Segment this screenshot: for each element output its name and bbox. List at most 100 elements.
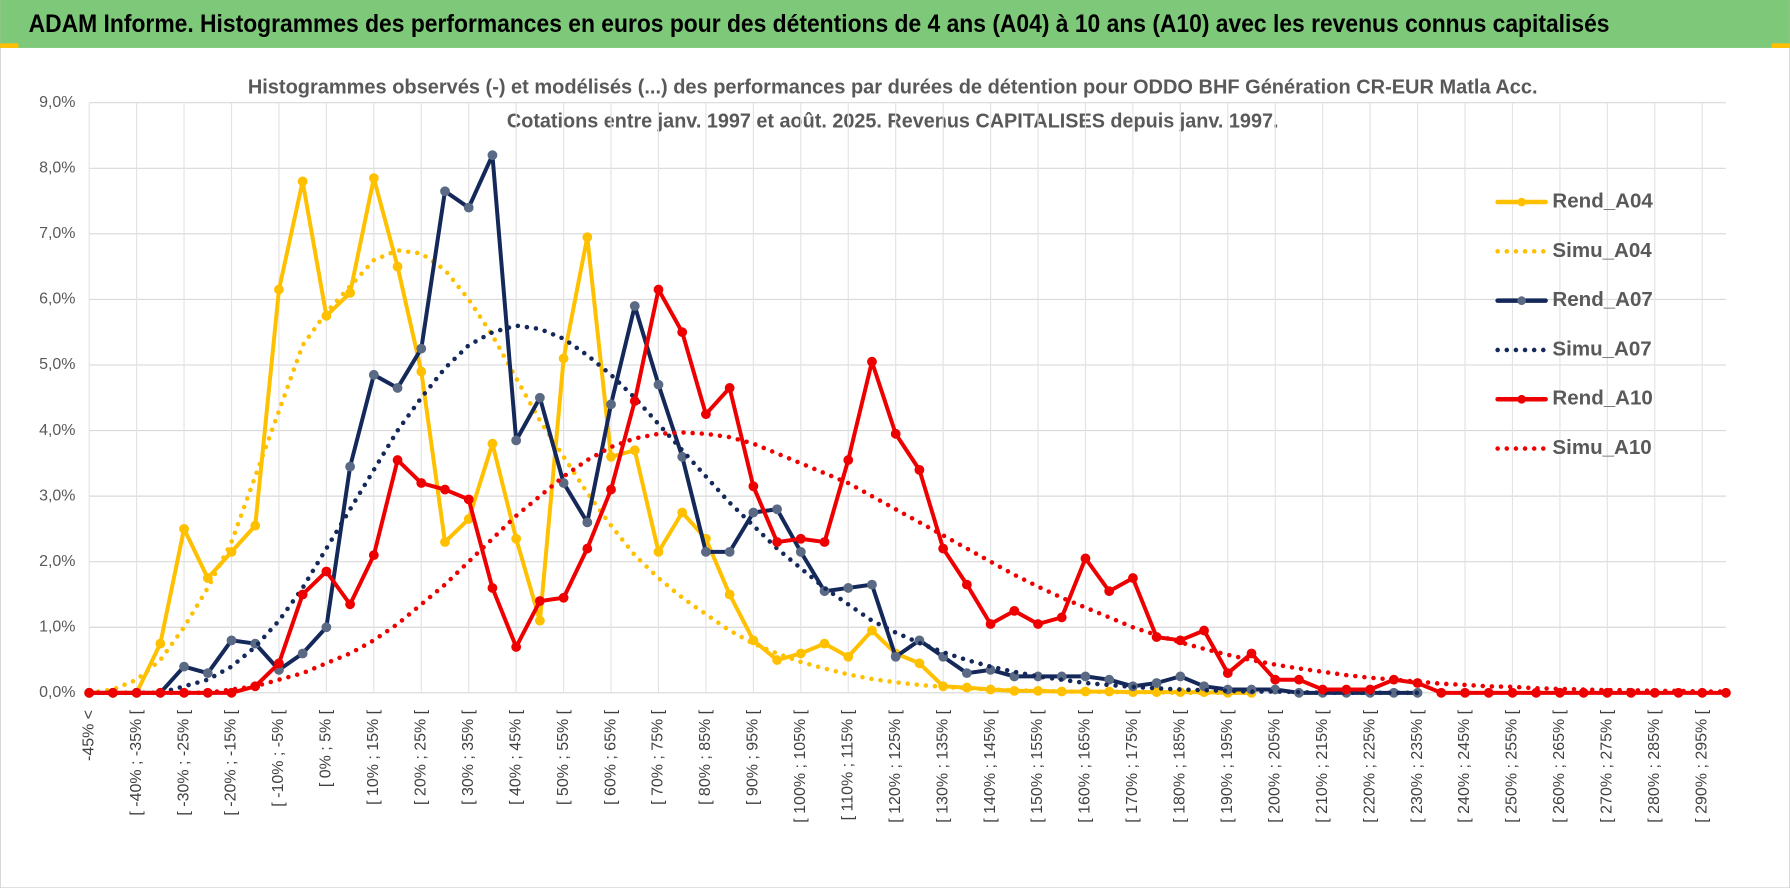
data-point bbox=[653, 379, 664, 390]
data-point bbox=[890, 428, 901, 439]
data-point bbox=[392, 383, 403, 393]
data-point bbox=[1009, 605, 1020, 616]
data-point bbox=[463, 202, 474, 213]
x-tick-label: [ 140% ; 145% [ bbox=[982, 709, 999, 822]
corner bbox=[1771, 43, 1790, 48]
data-point bbox=[368, 173, 379, 184]
data-point bbox=[795, 533, 806, 544]
data-point bbox=[1436, 687, 1447, 698]
legend-label: Rend_A07 bbox=[1552, 288, 1652, 311]
data-point bbox=[155, 638, 166, 649]
banner-title: ADAM Informe. Histogrammes des performan… bbox=[29, 10, 1610, 38]
data-point bbox=[345, 599, 356, 610]
data-point bbox=[416, 343, 427, 354]
x-tick-label: [ 230% ; 235% [ bbox=[1409, 709, 1426, 822]
y-tick-label: 4,0% bbox=[39, 422, 75, 439]
data-point bbox=[1199, 625, 1209, 636]
x-tick-label: [ 60% ; 65% [ bbox=[602, 709, 619, 805]
x-tick-label: [ 160% ; 165% [ bbox=[1077, 709, 1094, 822]
data-point bbox=[487, 150, 498, 161]
data-point bbox=[606, 451, 616, 462]
data-point bbox=[297, 589, 308, 600]
x-tick-label: [ 100% ; 105% [ bbox=[792, 709, 809, 822]
data-point bbox=[416, 478, 427, 488]
y-tick-label: 6,0% bbox=[39, 291, 75, 308]
x-tick-label: [ 120% ; 125% [ bbox=[887, 709, 904, 822]
data-point bbox=[202, 668, 213, 679]
legend-marker bbox=[1517, 296, 1526, 305]
data-point bbox=[653, 284, 664, 295]
data-point bbox=[1104, 674, 1115, 685]
data-point bbox=[1056, 612, 1067, 623]
data-point bbox=[274, 658, 284, 669]
x-tick-label: [ 110% ; 115% [ bbox=[839, 709, 856, 820]
legend-label: Rend_A10 bbox=[1552, 387, 1652, 410]
x-tick-label: [ 290% ; 295% [ bbox=[1693, 709, 1710, 822]
data-point bbox=[772, 655, 782, 665]
data-point bbox=[558, 592, 569, 603]
x-tick-label: [ 180% ; 185% [ bbox=[1172, 709, 1189, 822]
corner bbox=[0, 43, 19, 48]
legend-label: Simu_A07 bbox=[1552, 337, 1651, 360]
data-point bbox=[961, 668, 972, 679]
data-point bbox=[890, 651, 901, 662]
data-point bbox=[250, 520, 261, 531]
legend-marker bbox=[1517, 197, 1526, 207]
data-point bbox=[297, 648, 308, 659]
data-point bbox=[226, 635, 237, 646]
data-point bbox=[914, 658, 925, 669]
data-point bbox=[1246, 648, 1257, 659]
x-tick-label: [ 130% ; 135% [ bbox=[934, 709, 951, 822]
data-point bbox=[1033, 619, 1043, 629]
data-point bbox=[843, 583, 854, 593]
data-point bbox=[724, 589, 735, 600]
data-point bbox=[606, 484, 616, 495]
x-tick-label: -45% < bbox=[80, 710, 97, 761]
data-point bbox=[677, 451, 688, 462]
y-tick-label: 3,0% bbox=[39, 487, 75, 504]
data-point bbox=[582, 517, 593, 528]
plot bbox=[84, 150, 1731, 698]
data-point bbox=[534, 392, 545, 403]
data-point bbox=[1460, 687, 1470, 698]
x-tick-label: [ 70% ; 75% [ bbox=[650, 709, 667, 805]
series-line bbox=[86, 430, 1729, 696]
data-point bbox=[179, 661, 189, 672]
data-point bbox=[368, 550, 379, 561]
data-point bbox=[795, 546, 806, 557]
legend-label: Simu_A04 bbox=[1552, 239, 1652, 262]
data-point bbox=[1104, 586, 1115, 597]
data-point bbox=[558, 478, 569, 488]
data-point bbox=[985, 619, 996, 629]
x-tick-label: [ 250% ; 255% [ bbox=[1504, 709, 1521, 822]
data-point bbox=[748, 481, 759, 492]
data-point bbox=[534, 615, 545, 626]
data-point bbox=[843, 651, 854, 662]
chart-subtitle: Cotations entre janv. 1997 et août. 2025… bbox=[507, 110, 1279, 133]
x-tick-label: [ -30% ; -25% [ bbox=[175, 709, 192, 815]
data-point bbox=[1127, 573, 1138, 583]
x-tick-label: [ 260% ; 265% [ bbox=[1551, 709, 1568, 822]
data-point bbox=[653, 546, 664, 557]
data-point bbox=[867, 356, 877, 367]
x-tick-label: [ 0% ; 5% [ bbox=[318, 709, 335, 787]
data-point bbox=[629, 301, 640, 311]
chart-title: Histogrammes observés (-) et modélisés (… bbox=[248, 75, 1538, 98]
y-tick-label: 8,0% bbox=[39, 160, 75, 177]
data-point bbox=[1080, 671, 1091, 682]
data-point bbox=[819, 638, 830, 649]
data-point bbox=[534, 596, 545, 606]
data-point bbox=[724, 383, 735, 393]
data-point bbox=[1270, 674, 1281, 685]
x-tick-label: [ 240% ; 245% [ bbox=[1456, 709, 1473, 822]
data-point bbox=[179, 523, 189, 534]
data-point bbox=[463, 494, 474, 505]
series-line bbox=[86, 323, 1420, 696]
data-point bbox=[511, 435, 522, 446]
data-point bbox=[961, 579, 972, 590]
data-point bbox=[440, 484, 450, 495]
data-point bbox=[321, 622, 332, 633]
x-tick-label: [ 80% ; 85% [ bbox=[697, 709, 714, 805]
banner bbox=[0, 0, 1790, 48]
